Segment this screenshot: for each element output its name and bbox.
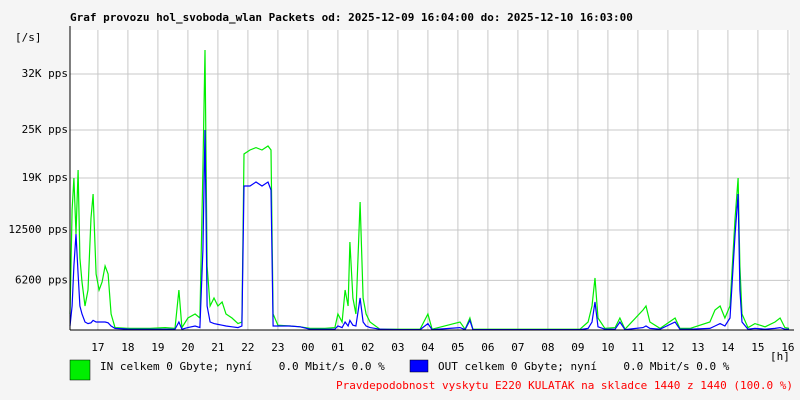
x-tick-label: 23 (271, 341, 284, 354)
legend-swatch (409, 359, 429, 373)
y-tick-label: 32K pps (22, 67, 68, 80)
x-tick-label: 00 (301, 341, 314, 354)
y-axis-label: [/s] (15, 31, 42, 44)
x-tick-label: 22 (241, 341, 254, 354)
x-tick-label: 19 (151, 341, 164, 354)
x-tick-label: 09 (571, 341, 584, 354)
x-tick-label: 08 (541, 341, 554, 354)
x-tick-label: 03 (391, 341, 404, 354)
x-tick-label: 18 (121, 341, 134, 354)
x-tick-label: 12 (661, 341, 674, 354)
x-tick-label: 15 (751, 341, 764, 354)
x-tick-label: 01 (331, 341, 344, 354)
legend-label: IN celkem 0 Gbyte; nyní 0.0 Mbit/s 0.0 % (100, 360, 385, 373)
x-tick-label: 11 (631, 341, 644, 354)
x-tick-label: 10 (601, 341, 614, 354)
x-tick-label: 07 (511, 341, 524, 354)
x-tick-label: 17 (91, 341, 104, 354)
x-tick-label: 05 (451, 341, 464, 354)
plot-area (70, 30, 790, 330)
x-tick-label: 21 (211, 341, 224, 354)
y-tick-label: 12500 pps (8, 223, 68, 236)
x-tick-label: 20 (181, 341, 194, 354)
legend-swatch (69, 359, 91, 381)
x-tick-label: 04 (421, 341, 435, 354)
series-line (69, 49, 790, 331)
series-line (69, 129, 790, 331)
x-axis-label: [h] (770, 350, 790, 363)
footnote: Pravdepodobnost vyskytu E220 KULATAK na … (336, 379, 793, 392)
chart-title: Graf provozu hol_svoboda_wlan Packets od… (70, 11, 633, 24)
x-tick-label: 06 (481, 341, 494, 354)
y-tick-label: 25K pps (22, 123, 68, 136)
x-tick-label: 13 (691, 341, 704, 354)
x-tick-label: 02 (361, 341, 374, 354)
x-tick-label: 16 (781, 341, 794, 354)
y-tick-label: 19K pps (22, 171, 68, 184)
y-tick-label: 6200 pps (15, 273, 68, 286)
x-tick-label: 14 (721, 341, 735, 354)
legend-label: OUT celkem 0 Gbyte; nyní 0.0 Mbit/s 0.0 … (438, 360, 730, 373)
